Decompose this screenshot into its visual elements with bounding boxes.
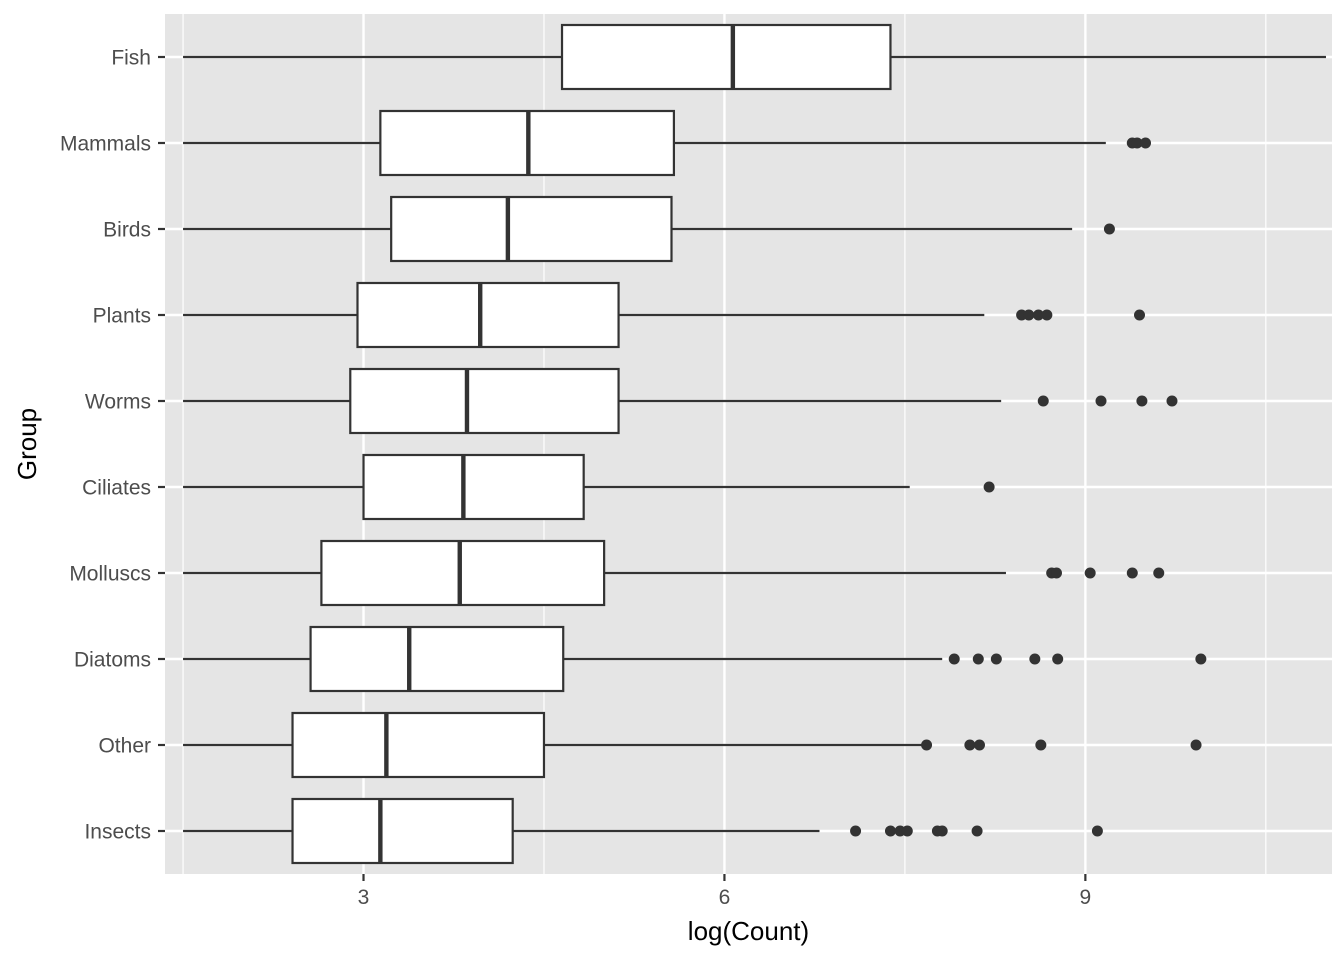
outlier-point <box>1095 395 1107 407</box>
iqr-box <box>560 23 892 91</box>
iqr-box <box>291 711 546 779</box>
y-tick-label: Ciliates <box>82 477 151 500</box>
outlier-point <box>972 653 984 665</box>
iqr-box <box>356 281 620 349</box>
outlier-point <box>983 481 995 493</box>
outlier-point <box>1084 567 1096 579</box>
iqr-box <box>320 539 606 607</box>
outlier-point <box>884 825 896 837</box>
outlier-point <box>964 739 976 751</box>
box-group-other <box>183 711 1202 779</box>
y-tick-label: Other <box>98 735 151 758</box>
y-axis: Fish Mammals Birds Plants Worms Ciliates Mollu… <box>60 47 165 844</box>
outlier-point <box>948 653 960 665</box>
outlier-point <box>971 825 983 837</box>
iqr-box <box>362 453 585 521</box>
outlier-point <box>1140 137 1152 149</box>
iqr-box <box>291 797 514 865</box>
outlier-point <box>1050 567 1062 579</box>
outlier-point <box>1091 825 1103 837</box>
outlier-point <box>1131 137 1143 149</box>
outlier-point <box>850 825 862 837</box>
box-group-plants <box>183 281 1146 349</box>
outlier-point <box>990 653 1002 665</box>
outlier-point <box>1190 739 1202 751</box>
outlier-point <box>1029 653 1041 665</box>
outlier-point <box>1126 567 1138 579</box>
box-group-insects <box>183 797 1103 865</box>
outlier-point <box>1166 395 1178 407</box>
box-group-worms <box>183 367 1178 435</box>
iqr-box <box>309 625 565 693</box>
outlier-point <box>936 825 948 837</box>
outlier-point <box>1195 653 1207 665</box>
y-tick-label: Molluscs <box>69 563 151 586</box>
y-tick-label: Fish <box>111 47 151 70</box>
y-tick-label: Diatoms <box>74 649 151 672</box>
outlier-point <box>901 825 913 837</box>
x-axis: 3 6 9 <box>358 874 1092 909</box>
outlier-point <box>1103 223 1115 235</box>
iqr-box <box>349 367 620 435</box>
outlier-point <box>1153 567 1165 579</box>
y-tick-label: Birds <box>103 219 151 242</box>
box-group-diatoms <box>183 625 1207 693</box>
box-layer <box>183 23 1326 865</box>
outlier-point <box>1041 309 1053 321</box>
outlier-point <box>1052 653 1064 665</box>
y-tick-label: Insects <box>84 821 151 844</box>
y-tick-label: Mammals <box>60 133 151 156</box>
x-tick-label: 3 <box>358 886 370 909</box>
box-group-molluscs <box>183 539 1165 607</box>
box-group-fish <box>183 23 1326 91</box>
x-tick-label: 9 <box>1080 886 1092 909</box>
outlier-point <box>1023 309 1035 321</box>
y-tick-label: Plants <box>93 305 151 328</box>
x-axis-title: log(Count) <box>688 916 809 946</box>
box-group-mammals <box>183 109 1152 177</box>
outlier-point <box>921 739 933 751</box>
iqr-box <box>390 195 673 263</box>
outlier-point <box>1037 395 1049 407</box>
y-tick-label: Worms <box>85 391 151 414</box>
box-group-ciliates <box>183 453 995 521</box>
outlier-point <box>1136 395 1148 407</box>
outlier-point <box>973 739 985 751</box>
x-tick-label: 6 <box>719 886 731 909</box>
y-axis-title: Group <box>12 408 42 480</box>
outlier-point <box>1035 739 1047 751</box>
outlier-point <box>1032 309 1044 321</box>
box-group-birds <box>183 195 1115 263</box>
outlier-point <box>1134 309 1146 321</box>
